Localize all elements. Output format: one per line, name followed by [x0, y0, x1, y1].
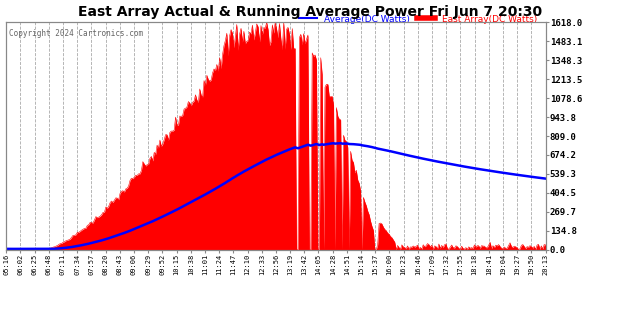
Text: East Array Actual & Running Average Power Fri Jun 7 20:30: East Array Actual & Running Average Powe… [78, 5, 542, 19]
Legend: Average(DC Watts), East Array(DC Watts): Average(DC Watts), East Array(DC Watts) [295, 11, 541, 27]
Text: Copyright 2024 Cartronics.com: Copyright 2024 Cartronics.com [9, 29, 143, 38]
